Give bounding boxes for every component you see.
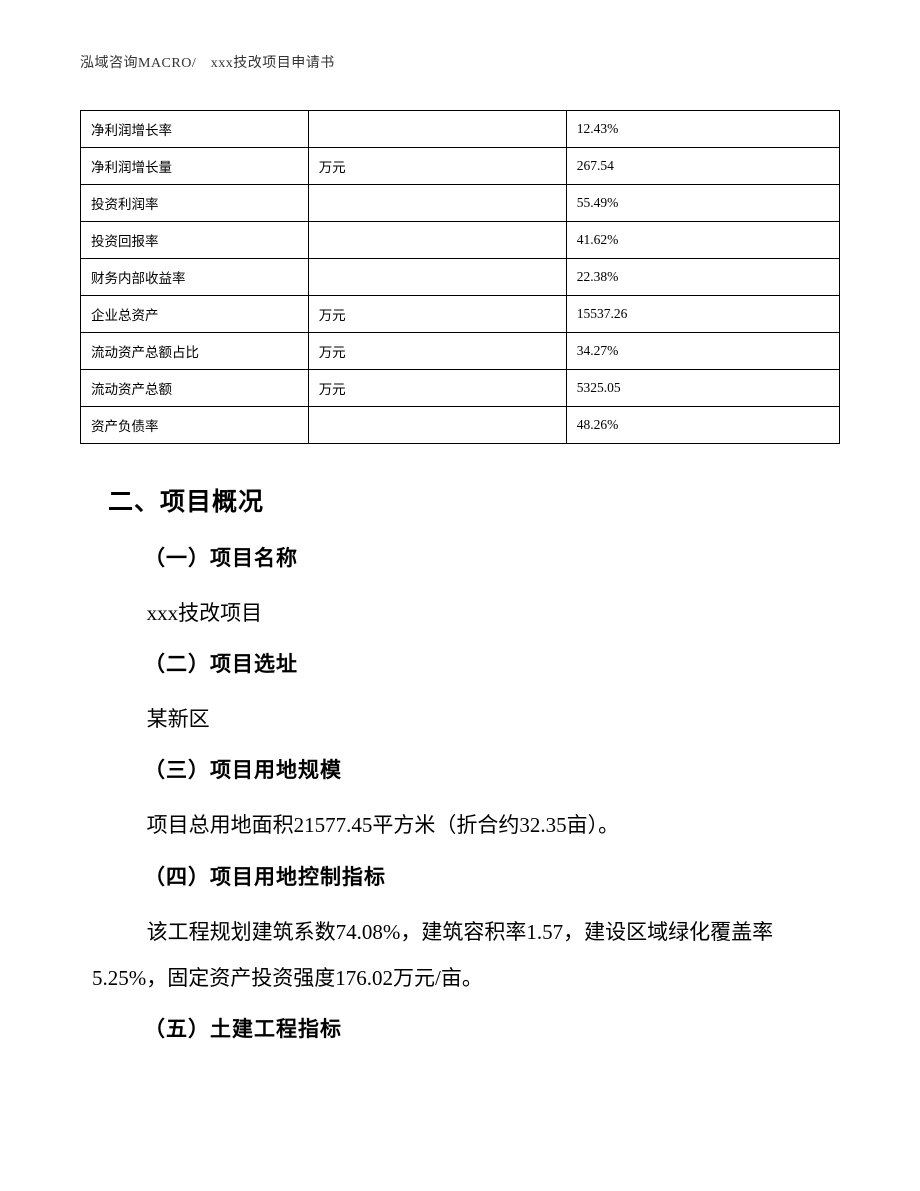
metric-name: 净利润增长量 (81, 148, 309, 185)
metric-value: 41.62% (566, 222, 839, 259)
table-row: 投资利润率 55.49% (81, 185, 840, 222)
metric-value: 22.38% (566, 259, 839, 296)
table-row: 净利润增长量 万元 267.54 (81, 148, 840, 185)
metric-unit (308, 222, 566, 259)
subsection-heading: （一）项目名称 (144, 542, 840, 572)
metrics-table: 净利润增长率 12.43% 净利润增长量 万元 267.54 投资利润率 55.… (80, 110, 840, 444)
metric-name: 资产负债率 (81, 407, 309, 444)
metric-unit: 万元 (308, 333, 566, 370)
metric-unit (308, 111, 566, 148)
subsection-heading: （三）项目用地规模 (144, 754, 840, 784)
metric-unit (308, 185, 566, 222)
document-page: 泓域咨询MACRO/ xxx技改项目申请书 净利润增长率 12.43% 净利润增… (0, 0, 920, 1121)
metric-name: 净利润增长率 (81, 111, 309, 148)
subsection-heading: （五）土建工程指标 (144, 1013, 840, 1043)
metric-name: 投资回报率 (81, 222, 309, 259)
metric-unit (308, 407, 566, 444)
metric-name: 投资利润率 (81, 185, 309, 222)
metric-value: 12.43% (566, 111, 839, 148)
subsection-heading: （四）项目用地控制指标 (144, 861, 840, 891)
table-row: 投资回报率 41.62% (81, 222, 840, 259)
metric-name: 财务内部收益率 (81, 259, 309, 296)
table-row: 资产负债率 48.26% (81, 407, 840, 444)
table-row: 净利润增长率 12.43% (81, 111, 840, 148)
body-paragraph: 该工程规划建筑系数74.08%，建筑容积率1.57，建设区域绿化覆盖率5.25%… (80, 909, 840, 1001)
table-row: 流动资产总额占比 万元 34.27% (81, 333, 840, 370)
metric-unit: 万元 (308, 148, 566, 185)
metric-unit: 万元 (308, 370, 566, 407)
metric-value: 5325.05 (566, 370, 839, 407)
metric-name: 流动资产总额 (81, 370, 309, 407)
metric-value: 48.26% (566, 407, 839, 444)
body-paragraph: 项目总用地面积21577.45平方米（折合约32.35亩）。 (80, 802, 840, 848)
body-paragraph: 某新区 (80, 696, 840, 742)
body-paragraph: xxx技改项目 (80, 590, 840, 636)
metric-value: 15537.26 (566, 296, 839, 333)
metric-unit (308, 259, 566, 296)
metric-name: 企业总资产 (81, 296, 309, 333)
page-header: 泓域咨询MACRO/ xxx技改项目申请书 (80, 52, 840, 72)
metric-value: 267.54 (566, 148, 839, 185)
metric-unit: 万元 (308, 296, 566, 333)
table-row: 流动资产总额 万元 5325.05 (81, 370, 840, 407)
metric-value: 34.27% (566, 333, 839, 370)
metric-name: 流动资产总额占比 (81, 333, 309, 370)
table-row: 财务内部收益率 22.38% (81, 259, 840, 296)
subsection-heading: （二）项目选址 (144, 648, 840, 678)
table-row: 企业总资产 万元 15537.26 (81, 296, 840, 333)
metric-value: 55.49% (566, 185, 839, 222)
metrics-table-body: 净利润增长率 12.43% 净利润增长量 万元 267.54 投资利润率 55.… (81, 111, 840, 444)
section-title: 二、项目概况 (108, 482, 840, 518)
